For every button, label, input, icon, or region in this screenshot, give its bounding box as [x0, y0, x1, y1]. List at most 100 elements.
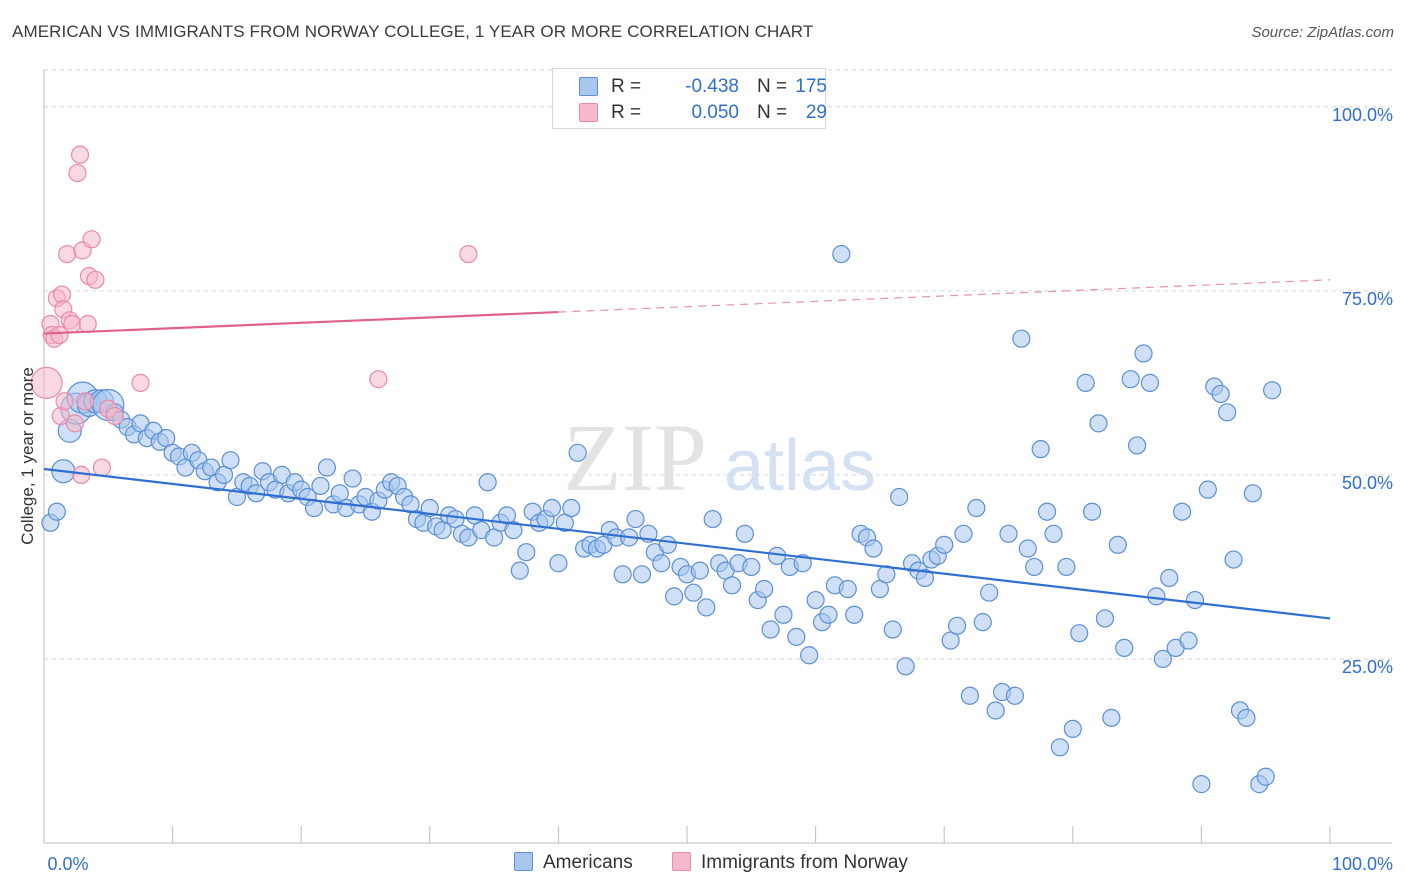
data-point — [1185, 590, 1205, 610]
bottom-legend-americans[interactable]: Americans — [514, 852, 633, 876]
data-point — [787, 627, 806, 646]
x-tick-label: 0.0% — [47, 854, 88, 874]
data-point — [1256, 767, 1275, 786]
data-point — [665, 587, 684, 606]
data-point — [832, 244, 851, 264]
data-point — [819, 605, 838, 624]
data-point — [1153, 649, 1172, 669]
data-point — [1140, 373, 1160, 392]
data-point — [845, 605, 864, 624]
data-point — [877, 565, 896, 584]
data-point — [504, 521, 523, 540]
trend-line — [43, 467, 1331, 620]
data-point — [510, 561, 529, 580]
trend-line-solid — [43, 310, 559, 335]
data-point — [1018, 539, 1037, 558]
legend-n-value: 175 — [795, 76, 827, 97]
data-point — [1173, 502, 1192, 521]
legend-n-label: N = — [757, 102, 788, 123]
data-point — [1076, 373, 1095, 392]
watermark-atlas: atlas — [724, 426, 876, 506]
data-point — [221, 451, 240, 470]
data-point — [58, 244, 77, 264]
tick-labels: 25.0% 50.0% 75.0% 100.0% 0.0% 100.0% — [47, 105, 1393, 874]
data-point — [986, 701, 1005, 720]
data-point — [774, 605, 793, 624]
data-point — [63, 314, 82, 334]
data-point — [800, 646, 819, 665]
y-tick-label: 50.0% — [1342, 473, 1393, 493]
trend-lines — [43, 279, 1331, 620]
data-point — [1179, 631, 1198, 650]
data-point — [1063, 719, 1082, 738]
data-point — [459, 244, 478, 264]
data-point — [82, 230, 101, 249]
data-point — [980, 583, 999, 602]
data-point — [86, 270, 105, 289]
data-point — [838, 579, 857, 599]
data-point — [896, 657, 915, 676]
data-point — [1070, 624, 1089, 643]
data-point — [1121, 370, 1140, 389]
data-point — [65, 414, 84, 433]
data-point — [1108, 535, 1127, 554]
legend-n-value: 29 — [805, 102, 827, 123]
data-point — [967, 498, 986, 518]
data-point — [1198, 480, 1217, 499]
legend-r-value: -0.438 — [685, 76, 739, 97]
watermark-zip: ZIP — [563, 404, 707, 511]
data-point — [70, 145, 90, 164]
data-point — [999, 524, 1018, 543]
data-point — [947, 616, 967, 635]
series-americans — [41, 244, 1282, 794]
data-point — [317, 458, 337, 477]
data-point — [935, 535, 954, 554]
legend-n-label: N = — [757, 76, 788, 97]
correlation-legend: R = -0.438 N = 175 R = 0.050 N = 29 — [552, 68, 827, 129]
data-point — [973, 613, 992, 632]
data-point — [1160, 568, 1179, 588]
data-point — [562, 498, 581, 518]
data-point — [50, 325, 69, 345]
data-point — [1005, 686, 1025, 705]
source-label: Source: ZipAtlas.com — [1251, 24, 1394, 41]
data-point — [1089, 414, 1108, 433]
data-point — [1025, 557, 1044, 577]
data-point — [311, 476, 330, 496]
data-point — [1192, 775, 1211, 794]
data-point — [915, 568, 935, 588]
data-point — [697, 598, 716, 617]
data-point — [1218, 403, 1237, 422]
data-point — [92, 458, 111, 477]
chart-title: AMERICAN VS IMMIGRANTS FROM NORWAY COLLE… — [12, 22, 814, 41]
data-point — [1224, 550, 1243, 569]
data-point — [864, 539, 883, 558]
data-point — [626, 509, 645, 529]
legend-label-americans: Americans — [543, 852, 633, 873]
data-point — [55, 392, 74, 411]
data-point — [1102, 708, 1121, 727]
data-point — [517, 543, 536, 562]
legend-r-value: 0.050 — [691, 102, 739, 123]
data-point — [613, 565, 632, 584]
data-point — [1134, 344, 1153, 363]
legend-r-label: R = — [611, 76, 642, 97]
y-tick-label: 100.0% — [1332, 105, 1393, 125]
data-point — [105, 406, 124, 426]
data-point — [883, 620, 902, 639]
data-point — [1147, 587, 1166, 606]
data-point — [1050, 738, 1070, 757]
y-tick-label: 75.0% — [1342, 289, 1393, 309]
data-point — [632, 565, 652, 584]
legend-swatch-blue — [579, 77, 598, 96]
data-point — [690, 561, 709, 580]
legend-label-norway: Immigrants from Norway — [701, 852, 908, 873]
data-point — [1057, 557, 1076, 577]
data-point — [954, 524, 973, 543]
data-point — [684, 583, 703, 602]
bottom-legend-norway[interactable]: Immigrants from Norway — [672, 852, 908, 876]
data-point — [68, 163, 87, 183]
data-point — [478, 473, 497, 492]
data-point — [806, 590, 825, 610]
